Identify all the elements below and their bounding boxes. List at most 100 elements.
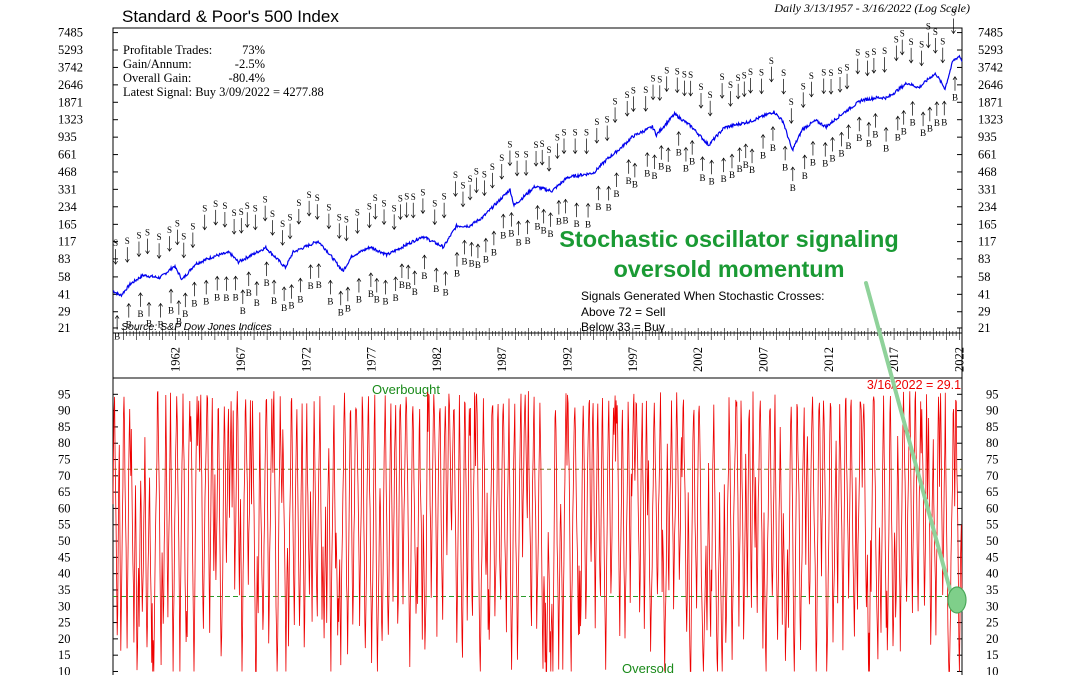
buy-signal-letter: B [264, 278, 270, 288]
sell-signal-letter: S [507, 140, 512, 150]
osc-y-tick-label-left: 15 [58, 648, 71, 662]
source-note: Source: S&P Dow Jones Indices [121, 321, 273, 333]
price-y-tick-label-right: 83 [978, 252, 991, 266]
sell-signal-letter: S [411, 192, 416, 202]
buy-signal-letter: B [665, 164, 671, 174]
stats-label-overall: Overall Gain: [123, 71, 191, 85]
sell-signal-letter: S [222, 201, 227, 211]
sell-signal-letter: S [894, 35, 899, 45]
buy-signal-arrowhead [910, 100, 915, 105]
buy-signal-letter: B [721, 174, 727, 184]
sell-signal-letter: S [781, 68, 786, 78]
buy-signal-letter: B [709, 176, 715, 186]
buy-signal-letter: B [454, 268, 460, 278]
sell-signal-arrowhead [280, 241, 285, 246]
buy-signal-letter: B [927, 123, 933, 133]
sell-signal-arrowhead [287, 235, 293, 240]
buy-signal-letter: B [614, 189, 620, 199]
buy-signal-letter: B [297, 294, 303, 304]
stochastic-oscillator-line [112, 391, 963, 672]
buy-signal-arrowhead [412, 270, 418, 275]
sell-signal-letter: S [460, 181, 465, 191]
price-y-tick-label-left: 3742 [58, 60, 83, 74]
buy-signal-arrowhead [483, 237, 489, 242]
sell-signal-letter: S [573, 127, 578, 137]
osc-y-tick-label-right: 80 [986, 436, 999, 450]
sell-signal-arrowhead [624, 112, 630, 117]
sell-signal-letter: S [625, 90, 630, 100]
sell-signal-letter: S [909, 37, 914, 47]
sell-signal-letter: S [838, 66, 843, 76]
sell-signal-letter: S [524, 149, 529, 159]
osc-y-tick-label-right: 65 [986, 485, 999, 499]
sell-signal-arrowhead [336, 235, 342, 239]
buy-signal-arrowhead [743, 143, 749, 148]
oversold-label: Oversold [622, 661, 674, 675]
buy-signal-arrowhead [802, 154, 808, 159]
price-y-tick-label-right: 234 [978, 200, 998, 214]
year-tick-label: 1997 [626, 347, 640, 372]
buy-signal-letter: B [393, 293, 399, 303]
osc-y-tick-label-left: 30 [58, 599, 71, 613]
buy-signal-letter: B [421, 271, 427, 281]
sell-signal-arrowhead [735, 95, 741, 100]
osc-y-tick-label-left: 65 [58, 485, 71, 499]
sell-signal-arrowhead [533, 162, 539, 167]
sell-signal-letter: S [555, 132, 560, 142]
buy-signal-letter: B [856, 133, 862, 143]
buy-signal-arrowhead [240, 289, 246, 294]
sell-signal-letter: S [829, 68, 834, 78]
buy-signal-arrowhead [574, 202, 579, 207]
sell-signal-arrowhead [175, 241, 180, 246]
sell-signal-arrowhead [871, 69, 877, 74]
sell-signal-letter: S [871, 47, 876, 57]
buy-signal-letter: B [374, 294, 380, 304]
sell-signal-arrowhead [167, 247, 172, 252]
price-y-tick-label-right: 41 [978, 287, 991, 301]
sell-signal-letter: S [253, 204, 258, 214]
buy-signal-letter: B [516, 237, 522, 247]
osc-y-tick-label-right: 70 [986, 469, 999, 483]
osc-y-tick-label-left: 90 [58, 404, 71, 418]
buy-signal-letter: B [158, 319, 164, 329]
buy-signal-letter: B [281, 303, 287, 313]
buy-signal-letter: B [644, 169, 650, 179]
buy-signal-letter: B [652, 171, 658, 181]
buy-signal-arrowhead [374, 277, 380, 282]
sell-signal-letter: S [789, 97, 794, 107]
sell-signal-letter: S [698, 82, 703, 92]
sell-signal-letter: S [202, 204, 207, 214]
buy-signal-arrowhead [952, 76, 958, 80]
sell-signal-letter: S [940, 37, 945, 47]
stats-value-gain-annum: -2.5% [235, 57, 265, 71]
osc-y-tick-label-left: 60 [58, 501, 71, 515]
buy-signal-letter: B [749, 165, 755, 175]
buy-signal-arrowhead [659, 145, 664, 149]
year-tick-label: 2007 [756, 347, 770, 372]
buy-signal-letter: B [952, 93, 958, 103]
buy-signal-arrowhead [254, 281, 260, 285]
sell-signal-arrowhead [821, 90, 827, 95]
buy-signal-arrowhead [676, 131, 682, 135]
sell-signal-letter: S [367, 202, 372, 212]
sell-signal-arrowhead [933, 49, 938, 54]
buy-signal-arrowhead [665, 147, 671, 152]
buy-signal-letter: B [782, 162, 788, 172]
sell-signal-arrowhead [828, 90, 834, 95]
sell-signal-letter: S [190, 221, 195, 231]
price-y-tick-label-right: 661 [978, 148, 997, 162]
buy-signal-letter: B [316, 280, 322, 290]
sell-signal-arrowhead [698, 104, 704, 109]
sell-signal-letter: S [239, 207, 244, 217]
buy-signal-arrowhead [176, 300, 182, 304]
price-y-tick-label-right: 29 [978, 305, 991, 319]
sell-signal-arrowhead [391, 226, 397, 231]
buy-signal-letter: B [689, 157, 695, 167]
buy-signal-letter: B [240, 306, 246, 316]
sell-signal-letter: S [482, 169, 487, 179]
sell-signal-arrowhead [809, 93, 814, 98]
signals-legend-title: Signals Generated When Stochastic Crosse… [581, 289, 824, 303]
sell-signal-arrowhead [741, 93, 747, 98]
sell-signal-arrowhead [555, 155, 560, 160]
